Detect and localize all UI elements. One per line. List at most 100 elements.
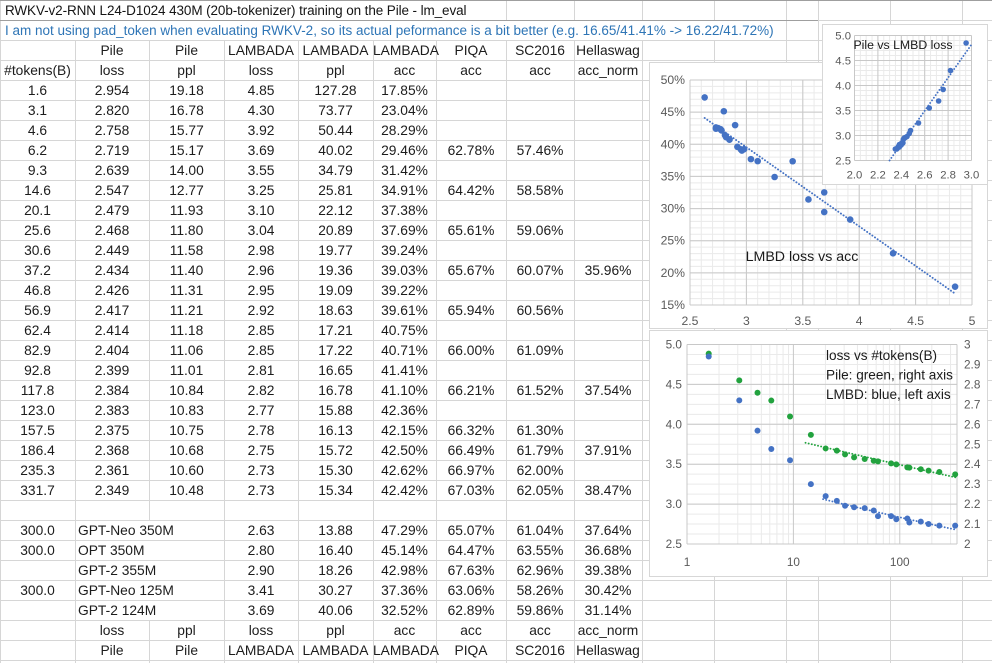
cell-footer2-col3[interactable]: LAMBADA [228,643,294,658]
cell-rwkv16-col4[interactable]: 15.88 [318,403,353,418]
cell-footer1-col7[interactable]: acc [529,623,551,638]
cell-baseline0-col0[interactable]: 300.0 [20,523,55,538]
cell-rwkv19-col0[interactable]: 235.3 [20,463,55,478]
cell-rwkv7-col7[interactable]: 59.06% [516,223,564,238]
cell-rwkv15-col3[interactable]: 2.82 [247,383,275,398]
cell-rwkv9-col7[interactable]: 60.07% [516,263,564,278]
cell-rwkv5-col7[interactable]: 58.58% [516,183,564,198]
cell-rwkv5-col1[interactable]: 2.547 [94,183,130,198]
cell-rwkv3-col2[interactable]: 15.17 [169,143,204,158]
cell-rwkv17-col4[interactable]: 16.13 [318,423,353,438]
cell-rwkv17-col0[interactable]: 157.5 [20,423,55,438]
cell-rwkv11-col7[interactable]: 60.56% [516,303,564,318]
cell-rwkv8-col2[interactable]: 11.58 [169,243,204,258]
cell-rwkv0-col1[interactable]: 2.954 [94,83,130,98]
cell-rwkv1-col5[interactable]: 23.04% [381,103,428,118]
cell-rwkv0-col5[interactable]: 17.85% [381,83,428,98]
cell-rwkv3-col4[interactable]: 40.02 [318,143,353,158]
cell-rwkv16-col2[interactable]: 10.83 [169,403,204,418]
cell-baseline2-col4[interactable]: 18.26 [318,563,353,578]
cell-baseline1-col1[interactable]: OPT 350M [78,543,145,558]
cell-rwkv18-col5[interactable]: 42.50% [381,443,428,458]
cell-footer2-col8[interactable]: Hellaswag [576,643,640,658]
cell-rwkv13-col0[interactable]: 82.9 [24,343,51,358]
cell-rwkv6-col5[interactable]: 37.38% [381,203,428,218]
cell-footer2-col1[interactable]: Pile [100,643,124,658]
cell-rwkv18-col0[interactable]: 186.4 [20,443,55,458]
cell-rwkv8-col4[interactable]: 19.77 [318,243,353,258]
cell-rwkv7-col3[interactable]: 3.04 [247,223,275,238]
cell-baseline0-col8[interactable]: 37.64% [584,523,632,538]
cell-baseline1-col4[interactable]: 16.40 [318,543,353,558]
cell-rwkv1-col0[interactable]: 3.1 [27,103,48,118]
cell-rwkv13-col3[interactable]: 2.85 [247,343,275,358]
cell-baseline2-col3[interactable]: 2.90 [247,563,275,578]
cell-rwkv7-col5[interactable]: 37.69% [381,223,428,238]
cell-footer1-col3[interactable]: loss [248,623,274,638]
cell-rwkv12-col1[interactable]: 2.414 [94,323,130,338]
cell-header1-col1[interactable]: Pile [100,43,124,58]
cell-rwkv10-col3[interactable]: 2.95 [247,283,275,298]
cell-rwkv3-col6[interactable]: 62.78% [447,143,495,158]
cell-rwkv20-col7[interactable]: 62.05% [516,483,564,498]
cell-header2-col3[interactable]: loss [248,63,274,78]
cell-rwkv13-col6[interactable]: 66.00% [447,343,495,358]
cell-rwkv13-col5[interactable]: 40.71% [381,343,428,358]
cell-rwkv4-col3[interactable]: 3.55 [247,163,275,178]
cell-rwkv19-col1[interactable]: 2.361 [94,463,130,478]
cell-rwkv2-col2[interactable]: 15.77 [169,123,204,138]
cell-rwkv5-col3[interactable]: 3.25 [247,183,275,198]
cell-rwkv16-col0[interactable]: 123.0 [20,403,55,418]
cell-rwkv15-col5[interactable]: 41.10% [381,383,428,398]
cell-rwkv20-col1[interactable]: 2.349 [94,483,130,498]
cell-rwkv3-col5[interactable]: 29.46% [381,143,428,158]
cell-header1-col5[interactable]: LAMBADA [373,43,439,58]
cell-baseline3-col5[interactable]: 37.36% [381,583,428,598]
cell-rwkv12-col3[interactable]: 2.85 [247,323,275,338]
cell-rwkv18-col2[interactable]: 10.68 [169,443,204,458]
cell-rwkv15-col1[interactable]: 2.384 [94,383,130,398]
cell-header1-col7[interactable]: SC2016 [515,43,565,58]
cell-rwkv7-col0[interactable]: 25.6 [24,223,51,238]
cell-rwkv4-col2[interactable]: 14.00 [169,163,204,178]
cell-footer2-col6[interactable]: PIQA [454,643,488,658]
cell-rwkv12-col4[interactable]: 17.21 [318,323,353,338]
cell-rwkv17-col6[interactable]: 66.32% [447,423,495,438]
cell-header1-col2[interactable]: Pile [174,43,198,58]
cell-footer1-col8[interactable]: acc_norm [577,623,639,638]
cell-rwkv4-col5[interactable]: 31.42% [381,163,428,178]
cell-baseline1-col6[interactable]: 64.47% [447,543,495,558]
cell-rwkv1-col1[interactable]: 2.820 [94,103,130,118]
cell-rwkv9-col3[interactable]: 2.96 [247,263,275,278]
cell-rwkv10-col0[interactable]: 46.8 [24,283,51,298]
cell-rwkv6-col1[interactable]: 2.479 [94,203,130,218]
cell-rwkv5-col5[interactable]: 34.91% [381,183,428,198]
cell-rwkv0-col3[interactable]: 4.85 [247,83,275,98]
cell-baseline3-col8[interactable]: 30.42% [584,583,632,598]
cell-rwkv3-col3[interactable]: 3.69 [247,143,275,158]
cell-baseline3-col7[interactable]: 58.26% [516,583,564,598]
cell-rwkv2-col3[interactable]: 3.92 [247,123,275,138]
cell-rwkv17-col3[interactable]: 2.78 [247,423,275,438]
cell-baseline0-col5[interactable]: 47.29% [381,523,428,538]
cell-header2-col2[interactable]: ppl [177,63,196,78]
cell-baseline4-col3[interactable]: 3.69 [247,603,275,618]
cell-rwkv1-col3[interactable]: 4.30 [247,103,275,118]
cell-rwkv16-col3[interactable]: 2.77 [247,403,275,418]
cell-baseline4-col6[interactable]: 62.89% [447,603,495,618]
cell-rwkv1-col2[interactable]: 16.78 [169,103,204,118]
cell-rwkv15-col7[interactable]: 61.52% [516,383,564,398]
cell-rwkv15-col0[interactable]: 117.8 [20,383,55,398]
cell-rwkv10-col5[interactable]: 39.22% [381,283,428,298]
cell-rwkv1-col4[interactable]: 73.77 [318,103,353,118]
cell-rwkv13-col4[interactable]: 17.22 [318,343,353,358]
cell-rwkv6-col0[interactable]: 20.1 [24,203,51,218]
cell-rwkv9-col4[interactable]: 19.36 [318,263,353,278]
cell-rwkv2-col0[interactable]: 4.6 [27,123,48,138]
cell-rwkv0-col0[interactable]: 1.6 [27,83,48,98]
cell-rwkv14-col0[interactable]: 92.8 [24,363,51,378]
cell-baseline1-col5[interactable]: 45.14% [381,543,428,558]
cell-baseline2-col8[interactable]: 39.38% [584,563,632,578]
chart-pile-vs-lmbd-loss[interactable]: Pile vs LMBD loss 2.0 2.2 2.4 2.6 2.8 3.0 2.5 3.… [822,24,988,185]
cell-header1-col4[interactable]: LAMBADA [302,43,369,58]
